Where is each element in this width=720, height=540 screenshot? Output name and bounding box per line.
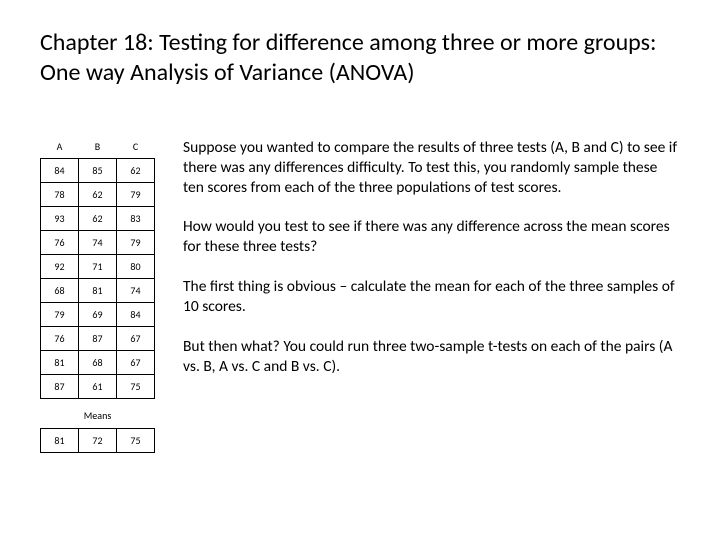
col-header: C — [117, 136, 155, 158]
cell: 81 — [41, 350, 79, 374]
cell: 79 — [117, 182, 155, 206]
cell: 81 — [79, 278, 117, 302]
cell: 76 — [41, 326, 79, 350]
cell: 85 — [79, 158, 117, 182]
body-text: Suppose you wanted to compare the result… — [183, 136, 680, 396]
table-row: 767479 — [41, 230, 155, 254]
means-row: 81 72 75 — [41, 428, 155, 452]
cell: 84 — [41, 158, 79, 182]
cell: 75 — [117, 374, 155, 398]
table-row: 796984 — [41, 302, 155, 326]
cell: 69 — [79, 302, 117, 326]
col-header: B — [79, 136, 117, 158]
paragraph: Suppose you wanted to compare the result… — [183, 138, 680, 197]
paragraph: How would you test to see if there was a… — [183, 217, 680, 257]
cell: 79 — [41, 302, 79, 326]
cell: 62 — [117, 158, 155, 182]
mean-cell: 72 — [79, 428, 117, 452]
table-row: 786279 — [41, 182, 155, 206]
cell: 67 — [117, 350, 155, 374]
cell: 78 — [41, 182, 79, 206]
cell: 67 — [117, 326, 155, 350]
table-row: 688174 — [41, 278, 155, 302]
cell: 74 — [79, 230, 117, 254]
table-row: 848562 — [41, 158, 155, 182]
cell: 87 — [41, 374, 79, 398]
cell: 68 — [41, 278, 79, 302]
cell: 93 — [41, 206, 79, 230]
cell: 61 — [79, 374, 117, 398]
paragraph: But then what? You could run three two-s… — [183, 337, 680, 377]
table-row: 816867 — [41, 350, 155, 374]
data-table-wrap: A B C 848562 786279 936283 767479 927180… — [40, 136, 155, 453]
content-area: A B C 848562 786279 936283 767479 927180… — [40, 136, 680, 453]
mean-cell: 81 — [41, 428, 79, 452]
scores-table: A B C 848562 786279 936283 767479 927180… — [40, 136, 155, 399]
cell: 68 — [79, 350, 117, 374]
page-title: Chapter 18: Testing for difference among… — [40, 28, 680, 88]
mean-cell: 75 — [117, 428, 155, 452]
means-label: Means — [40, 409, 155, 422]
table-row: 876175 — [41, 374, 155, 398]
cell: 84 — [117, 302, 155, 326]
paragraph: The first thing is obvious – calculate t… — [183, 277, 680, 317]
cell: 74 — [117, 278, 155, 302]
cell: 80 — [117, 254, 155, 278]
table-header-row: A B C — [41, 136, 155, 158]
table-row: 768767 — [41, 326, 155, 350]
cell: 71 — [79, 254, 117, 278]
cell: 87 — [79, 326, 117, 350]
cell: 79 — [117, 230, 155, 254]
col-header: A — [41, 136, 79, 158]
table-row: 927180 — [41, 254, 155, 278]
cell: 92 — [41, 254, 79, 278]
table-body: 848562 786279 936283 767479 927180 68817… — [41, 158, 155, 398]
cell: 62 — [79, 206, 117, 230]
cell: 83 — [117, 206, 155, 230]
cell: 62 — [79, 182, 117, 206]
cell: 76 — [41, 230, 79, 254]
means-table: 81 72 75 — [40, 428, 155, 453]
table-row: 936283 — [41, 206, 155, 230]
